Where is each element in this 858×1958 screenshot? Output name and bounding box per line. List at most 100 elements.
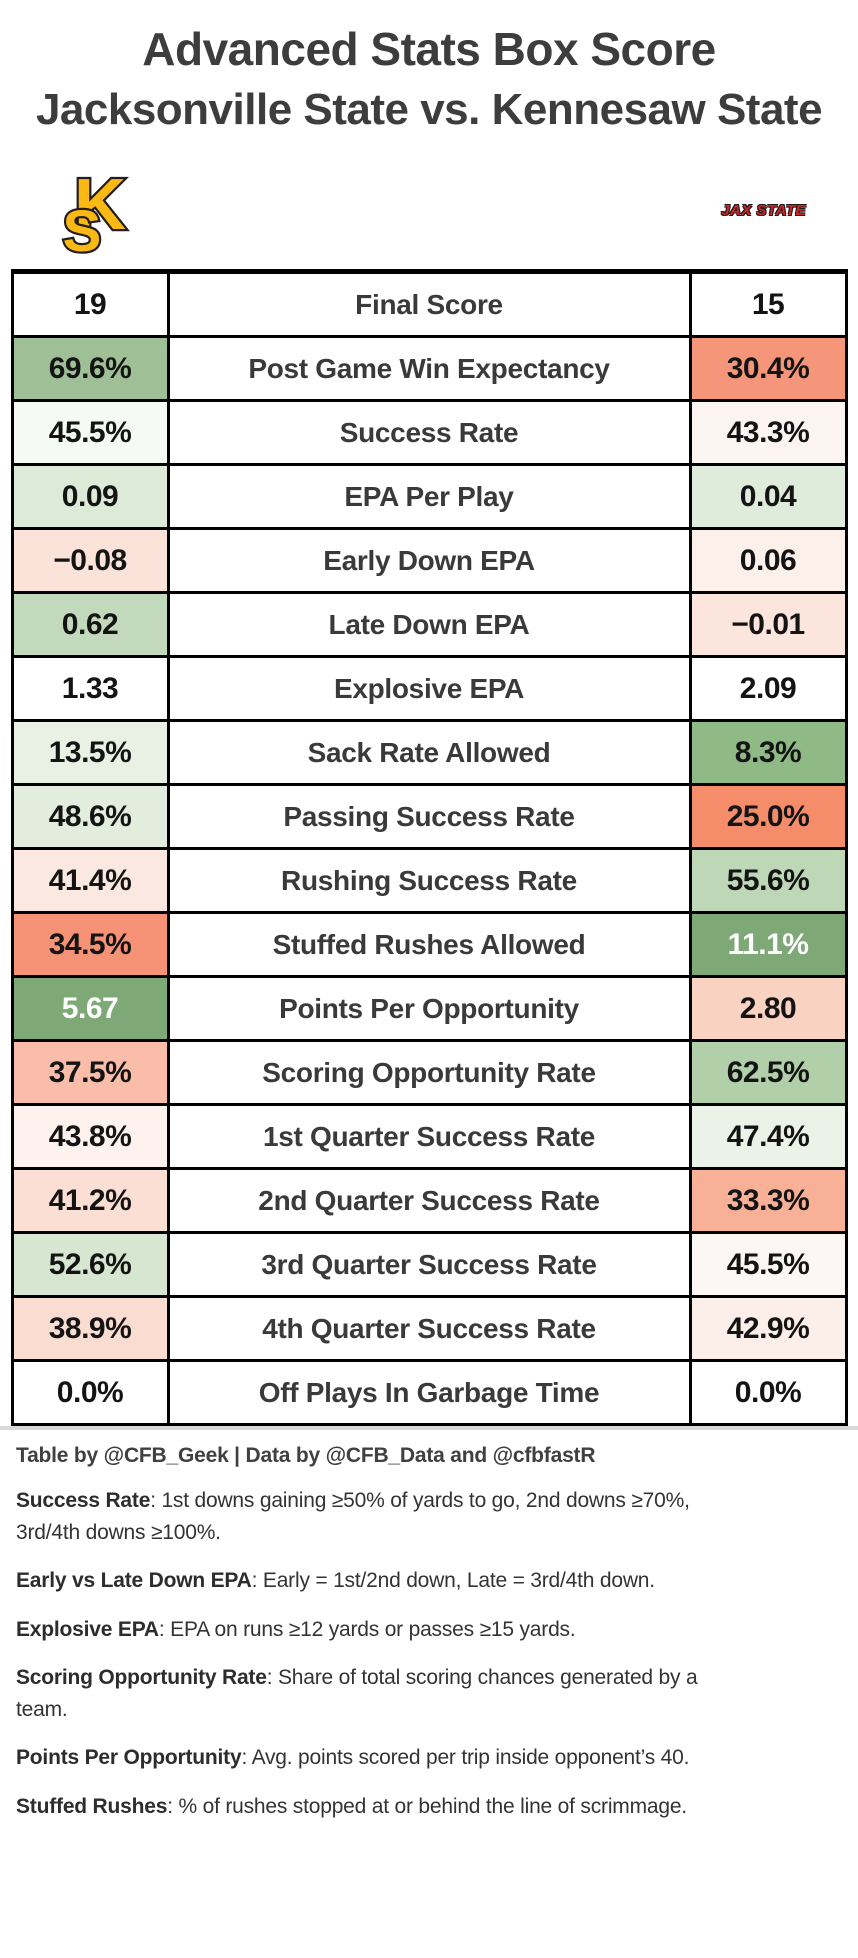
- footnotes: Success Rate: 1st downs gaining ≥50% of …: [16, 1485, 842, 1822]
- metric-cell: Early Down EPA: [166, 527, 692, 594]
- metric-cell: Stuffed Rushes Allowed: [166, 911, 692, 978]
- value-cell-right: 55.6%: [688, 847, 848, 914]
- value-cell-right: −0.01: [688, 591, 848, 658]
- footnote-text: : EPA on runs ≥12 yards or passes ≥15 ya…: [158, 1617, 576, 1641]
- metric-cell: Off Plays In Garbage Time: [166, 1359, 692, 1426]
- footnote: Points Per Opportunity: Avg. points scor…: [16, 1742, 738, 1774]
- footnote: Success Rate: 1st downs gaining ≥50% of …: [16, 1485, 738, 1548]
- value-cell-left: 69.6%: [10, 335, 170, 402]
- footnote-text: : % of rushes stopped at or behind the l…: [167, 1794, 687, 1818]
- footnote: Early vs Late Down EPA: Early = 1st/2nd …: [16, 1565, 738, 1597]
- value-cell-left: 48.6%: [10, 783, 170, 850]
- metric-cell: Post Game Win Expectancy: [166, 335, 692, 402]
- value-cell-left: 0.0%: [10, 1359, 170, 1426]
- kennesaw-k-letter: K: [74, 167, 126, 245]
- table-row: 37.5% Scoring Opportunity Rate 62.5%: [10, 1039, 848, 1106]
- value-cell-right: 43.3%: [688, 399, 848, 466]
- value-cell-right: 25.0%: [688, 783, 848, 850]
- metric-cell: Explosive EPA: [166, 655, 692, 722]
- value-cell-right: 30.4%: [688, 335, 848, 402]
- value-cell-left: 0.09: [10, 463, 170, 530]
- credit-line: Table by @CFB_Geek | Data by @CFB_Data a…: [16, 1444, 596, 1467]
- value-cell-right: 33.3%: [688, 1167, 848, 1234]
- value-cell-right: 2.80: [688, 975, 848, 1042]
- metric-cell: Late Down EPA: [166, 591, 692, 658]
- metric-cell: Sack Rate Allowed: [166, 719, 692, 786]
- footnote-label: Early vs Late Down EPA: [16, 1569, 252, 1592]
- footnote: Explosive EPA: EPA on runs ≥12 yards or …: [16, 1614, 738, 1646]
- final-score-label: Final Score: [166, 270, 692, 338]
- metric-cell: 3rd Quarter Success Rate: [166, 1231, 692, 1298]
- table-row: 43.8% 1st Quarter Success Rate 47.4%: [10, 1103, 848, 1170]
- value-cell-right: 45.5%: [688, 1231, 848, 1298]
- table-row: 34.5% Stuffed Rushes Allowed 11.1%: [10, 911, 848, 978]
- metric-cell: 4th Quarter Success Rate: [166, 1295, 692, 1362]
- value-cell-right: 0.06: [688, 527, 848, 594]
- matchup-subtitle: Jacksonville State vs. Kennesaw State: [35, 85, 823, 134]
- metric-cell: Passing Success Rate: [166, 783, 692, 850]
- value-cell-right: 0.04: [688, 463, 848, 530]
- table-row: 0.09 EPA Per Play 0.04: [10, 463, 848, 530]
- jax-state-logo-text: JAX STATE: [721, 202, 806, 219]
- footnote-label: Stuffed Rushes: [16, 1794, 168, 1818]
- table-row: −0.08 Early Down EPA 0.06: [10, 527, 848, 594]
- value-cell-left: 5.67: [10, 975, 170, 1042]
- table-row: 41.4% Rushing Success Rate 55.6%: [10, 847, 848, 914]
- value-cell-left: 34.5%: [10, 911, 170, 978]
- footnote-text: : Share of total scoring chances generat…: [16, 1666, 698, 1721]
- right-team-score: 15: [688, 270, 848, 338]
- table-row: 0.62 Late Down EPA −0.01: [10, 591, 848, 658]
- table-row: 45.5% Success Rate 43.3%: [10, 399, 848, 466]
- metric-cell: 2nd Quarter Success Rate: [166, 1167, 692, 1234]
- kennesaw-state-logo-icon: K S: [60, 167, 128, 255]
- footnote: Stuffed Rushes: % of rushes stopped at o…: [16, 1791, 738, 1823]
- value-cell-left: 38.9%: [10, 1295, 170, 1362]
- page: Advanced Stats Box Score Jacksonville St…: [0, 22, 858, 1822]
- value-cell-left: 1.33: [10, 655, 170, 722]
- kennesaw-s-letter: S: [63, 199, 102, 255]
- left-team-score: 19: [10, 270, 170, 338]
- value-cell-right: 8.3%: [688, 719, 848, 786]
- table-bottom-rule: [0, 1426, 858, 1430]
- table-row: 0.0% Off Plays In Garbage Time 0.0%: [10, 1359, 848, 1426]
- footnote-label: Success Rate: [16, 1489, 151, 1512]
- page-title: Advanced Stats Box Score: [142, 23, 716, 75]
- value-cell-left: 0.62: [10, 591, 170, 658]
- table-row: 41.2% 2nd Quarter Success Rate 33.3%: [10, 1167, 848, 1234]
- value-cell-left: −0.08: [10, 527, 170, 594]
- metric-cell: Success Rate: [166, 399, 692, 466]
- value-cell-left: 41.4%: [10, 847, 170, 914]
- value-cell-right: 2.09: [688, 655, 848, 722]
- value-cell-left: 43.8%: [10, 1103, 170, 1170]
- stats-table-body: 69.6% Post Game Win Expectancy 30.4% 45.5% S…: [10, 335, 848, 1426]
- value-cell-left: 41.2%: [10, 1167, 170, 1234]
- metric-cell: Points Per Opportunity: [166, 975, 692, 1042]
- table-row: 48.6% Passing Success Rate 25.0%: [10, 783, 848, 850]
- value-cell-left: 52.6%: [10, 1231, 170, 1298]
- footnote-text: : 1st downs gaining ≥50% of yards to go,…: [16, 1489, 690, 1544]
- footnote-label: Scoring Opportunity Rate: [16, 1666, 267, 1689]
- value-cell-right: 47.4%: [688, 1103, 848, 1170]
- value-cell-right: 11.1%: [688, 911, 848, 978]
- table-row: 38.9% 4th Quarter Success Rate 42.9%: [10, 1295, 848, 1362]
- value-cell-right: 42.9%: [688, 1295, 848, 1362]
- table-row: 13.5% Sack Rate Allowed 8.3%: [10, 719, 848, 786]
- footnote-text: : Early = 1st/2nd down, Late = 3rd/4th d…: [251, 1569, 655, 1592]
- metric-cell: EPA Per Play: [166, 463, 692, 530]
- team-logos-row: K S JAX STATE: [0, 167, 858, 255]
- table-header-row: 19 Final Score 15: [10, 270, 848, 338]
- table-row: 1.33 Explosive EPA 2.09: [10, 655, 848, 722]
- value-cell-left: 37.5%: [10, 1039, 170, 1106]
- advanced-stats-table: 19 Final Score 15 69.6% Post Game Win Exp…: [10, 269, 848, 1426]
- footnote-label: Explosive EPA: [16, 1617, 159, 1641]
- metric-cell: 1st Quarter Success Rate: [166, 1103, 692, 1170]
- value-cell-left: 13.5%: [10, 719, 170, 786]
- table-row: 69.6% Post Game Win Expectancy 30.4%: [10, 335, 848, 402]
- value-cell-right: 0.0%: [688, 1359, 848, 1426]
- table-row: 52.6% 3rd Quarter Success Rate 45.5%: [10, 1231, 848, 1298]
- metric-cell: Rushing Success Rate: [166, 847, 692, 914]
- jax-state-logo-icon: JAX STATE: [721, 202, 806, 220]
- footnote: Scoring Opportunity Rate: Share of total…: [16, 1662, 738, 1725]
- metric-cell: Scoring Opportunity Rate: [166, 1039, 692, 1106]
- value-cell-left: 45.5%: [10, 399, 170, 466]
